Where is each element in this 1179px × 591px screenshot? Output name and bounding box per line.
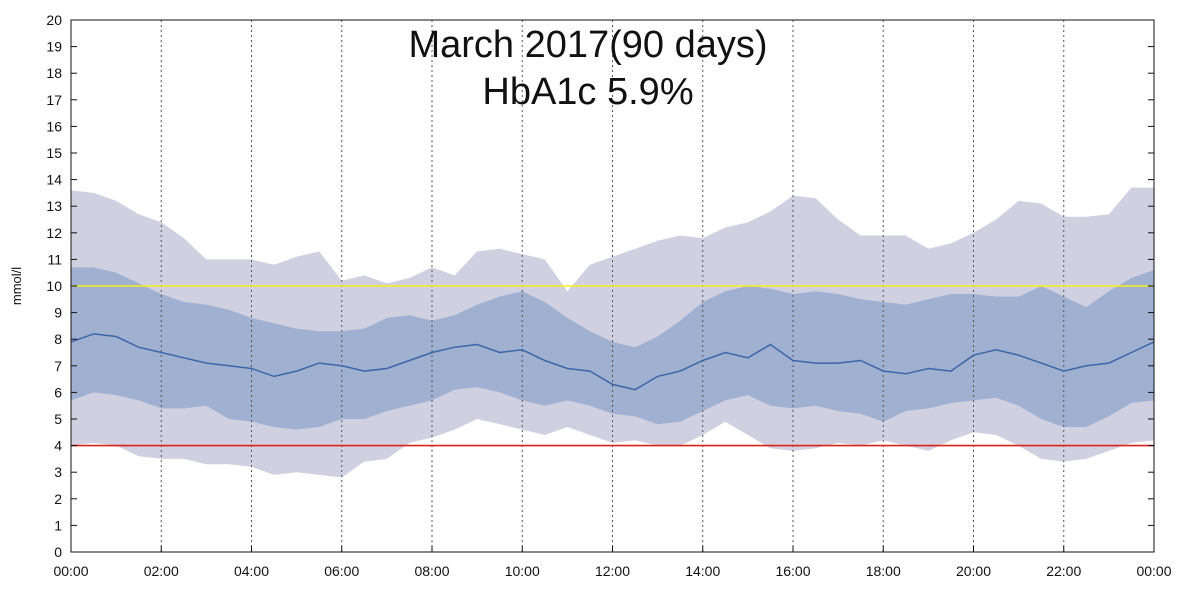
- x-tick-label: 20:00: [956, 563, 991, 579]
- x-tick-label: 02:00: [144, 563, 179, 579]
- x-tick-label: 10:00: [505, 563, 540, 579]
- x-tick-label: 16:00: [775, 563, 810, 579]
- inner-percentile-band: [71, 267, 1154, 430]
- x-tick-label: 08:00: [414, 563, 449, 579]
- x-tick-label: 22:00: [1046, 563, 1081, 579]
- chart-title: March 2017(90 days): [408, 24, 767, 66]
- x-tick-label: 04:00: [234, 563, 269, 579]
- x-tick-label: 06:00: [324, 563, 359, 579]
- median-line-group: [70, 333, 1155, 391]
- x-tick-label: 00:00: [1136, 563, 1171, 579]
- median-line: [70, 333, 1155, 391]
- y-tick-label: 5: [54, 411, 62, 427]
- x-tick-label: 18:00: [866, 563, 901, 579]
- y-tick-label: 6: [54, 384, 62, 400]
- target-range-lines: [71, 285, 1154, 447]
- y-tick-label: 8: [54, 331, 62, 347]
- y-tick-label: 16: [46, 118, 62, 134]
- y-tick-label: 10: [46, 278, 62, 294]
- x-tick-label: 00:00: [53, 563, 88, 579]
- y-tick-label: 13: [46, 198, 62, 214]
- y-tick-label: 19: [46, 39, 62, 55]
- x-tick-label: 12:00: [595, 563, 630, 579]
- y-tick-label: 18: [46, 65, 62, 81]
- y-axis-label: mmol/l: [9, 267, 24, 305]
- y-tick-label: 12: [46, 225, 62, 241]
- y-tick-label: 1: [54, 517, 62, 533]
- y-tick-label: 14: [46, 172, 62, 188]
- y-tick-label: 15: [46, 145, 62, 161]
- y-tick-label: 9: [54, 305, 62, 321]
- y-tick-label: 17: [46, 92, 62, 108]
- y-tick-label: 4: [54, 438, 62, 454]
- x-tick-label: 14:00: [685, 563, 720, 579]
- y-tick-label: 20: [46, 12, 62, 28]
- y-tick-label: 7: [54, 358, 62, 374]
- y-tick-label: 0: [54, 544, 62, 560]
- y-tick-label: 2: [54, 491, 62, 507]
- y-tick-label: 3: [54, 464, 62, 480]
- y-tick-label: 11: [47, 251, 62, 267]
- chart-subtitle: HbA1c 5.9%: [482, 71, 693, 113]
